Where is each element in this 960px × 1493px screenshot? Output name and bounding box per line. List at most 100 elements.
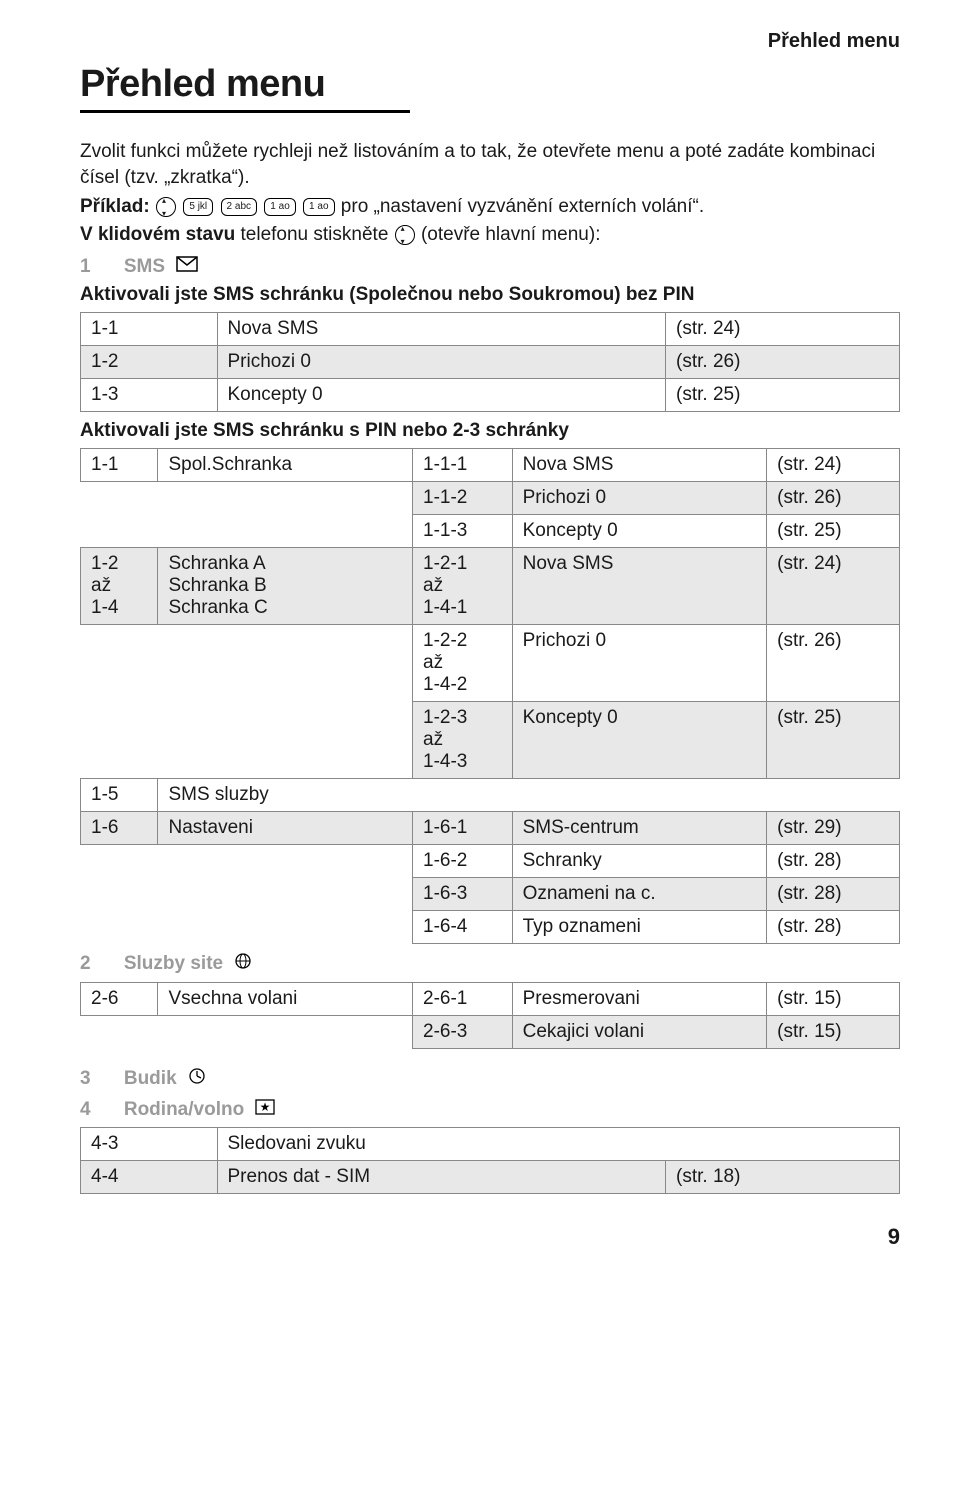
cell: Koncepty 0 — [512, 702, 767, 779]
section-4-head: 4 Rodina/volno ★ — [80, 1099, 900, 1121]
key-1a: 1 ao — [264, 198, 295, 216]
cell: Schranky — [512, 845, 767, 878]
cell: (str. 26) — [666, 346, 900, 379]
cell — [158, 1016, 413, 1049]
cell: 1-2-2 až 1-4-2 — [413, 625, 513, 702]
cell: 1-2 až 1-4 — [81, 548, 158, 625]
table-row: 1-1-3 Koncepty 0 (str. 25) — [81, 515, 900, 548]
cell: 1-6 — [81, 812, 158, 845]
cell — [81, 878, 158, 911]
table-row: 2-6-3 Cekajici volani (str. 15) — [81, 1016, 900, 1049]
sec3-num: 3 — [80, 1068, 91, 1089]
cell: 2-6-1 — [413, 983, 513, 1016]
cell — [81, 702, 158, 779]
cell: 1-1-2 — [413, 482, 513, 515]
table-4: 4-3 Sledovani zvuku 4-4 Prenos dat - SIM… — [80, 1127, 900, 1194]
instr-bold: V klidovém stavu — [80, 224, 235, 245]
table-row: 1-6-4 Typ oznameni (str. 28) — [81, 911, 900, 944]
cell — [81, 625, 158, 702]
section-1-head: 1 SMS — [80, 256, 900, 278]
sec1-num: 1 — [80, 256, 91, 277]
cell: (str. 29) — [767, 812, 900, 845]
cell: Schranka A Schranka B Schranka C — [158, 548, 413, 625]
cell — [158, 625, 413, 702]
cell — [158, 515, 413, 548]
table-3: 2-6 Vsechna volani 2-6-1 Presmerovani (s… — [80, 982, 900, 1049]
cell: SMS sluzby — [158, 779, 900, 812]
cell: 1-6-1 — [413, 812, 513, 845]
subhead-2: Aktivovali jste SMS schránku s PIN nebo … — [80, 420, 900, 442]
cell: (str. 28) — [767, 845, 900, 878]
cell: Spol.Schranka — [158, 449, 413, 482]
subhead-1: Aktivovali jste SMS schránku (Společnou … — [80, 284, 900, 306]
cell: Koncepty 0 — [512, 515, 767, 548]
table-1: 1-1 Nova SMS (str. 24) 1-2 Prichozi 0 (s… — [80, 312, 900, 412]
cell — [81, 1016, 158, 1049]
cell: 1-6-3 — [413, 878, 513, 911]
cell: 1-3 — [81, 379, 218, 412]
section-3-head: 3 Budik — [80, 1067, 900, 1091]
table-row: 1-2 až 1-4 Schranka A Schranka B Schrank… — [81, 548, 900, 625]
example-tail: pro „nastavení vyzvánění externích volán… — [341, 196, 704, 217]
table-row: 1-6 Nastaveni 1-6-1 SMS-centrum (str. 29… — [81, 812, 900, 845]
table-row: 1-1-2 Prichozi 0 (str. 26) — [81, 482, 900, 515]
table-row: 1-3 Koncepty 0 (str. 25) — [81, 379, 900, 412]
sec1-name: SMS — [124, 256, 165, 277]
example-label: Příklad: — [80, 196, 150, 217]
table-row: 1-6-3 Oznameni na c. (str. 28) — [81, 878, 900, 911]
cell: (str. 15) — [767, 983, 900, 1016]
table-row: 1-6-2 Schranky (str. 28) — [81, 845, 900, 878]
cell: Koncepty 0 — [217, 379, 666, 412]
table-row: 1-1 Spol.Schranka 1-1-1 Nova SMS (str. 2… — [81, 449, 900, 482]
cell: (str. 25) — [666, 379, 900, 412]
table-row: 1-1 Nova SMS (str. 24) — [81, 313, 900, 346]
instr-p2: telefonu stiskněte — [235, 224, 393, 245]
sec3-name: Budik — [124, 1068, 177, 1089]
cell — [81, 515, 158, 548]
cell: Nova SMS — [217, 313, 666, 346]
cell: 2-6-3 — [413, 1016, 513, 1049]
cell: (str. 18) — [666, 1161, 900, 1194]
table-row: 1-2-3 až 1-4-3 Koncepty 0 (str. 25) — [81, 702, 900, 779]
cell: SMS-centrum — [512, 812, 767, 845]
cell: 1-2 — [81, 346, 218, 379]
cell: Oznameni na c. — [512, 878, 767, 911]
cell: 1-6-4 — [413, 911, 513, 944]
cell: (str. 28) — [767, 911, 900, 944]
cell: (str. 26) — [767, 625, 900, 702]
sec4-name: Rodina/volno — [124, 1099, 244, 1120]
title-divider — [80, 110, 410, 113]
star-icon: ★ — [255, 1099, 275, 1121]
cell: Nastaveni — [158, 812, 413, 845]
cell: 1-6-2 — [413, 845, 513, 878]
cell: 1-5 — [81, 779, 158, 812]
globe-icon — [234, 952, 252, 976]
cell: (str. 24) — [767, 449, 900, 482]
key-1b: 1 ao — [303, 198, 334, 216]
table-row: 2-6 Vsechna volani 2-6-1 Presmerovani (s… — [81, 983, 900, 1016]
cell: (str. 25) — [767, 515, 900, 548]
sec4-num: 4 — [80, 1099, 91, 1120]
cell: Sledovani zvuku — [217, 1128, 900, 1161]
cell: 1-2-3 až 1-4-3 — [413, 702, 513, 779]
instruction-line: V klidovém stavu telefonu stiskněte (ote… — [80, 224, 900, 246]
cell: Nova SMS — [512, 548, 767, 625]
cell: 1-1-3 — [413, 515, 513, 548]
cell: (str. 26) — [767, 482, 900, 515]
cell: Presmerovani — [512, 983, 767, 1016]
example-line: Příklad: 5 jkl 2 abc 1 ao 1 ao pro „nast… — [80, 196, 900, 218]
cell: 1-1 — [81, 313, 218, 346]
cell: Vsechna volani — [158, 983, 413, 1016]
cell: (str. 28) — [767, 878, 900, 911]
key-5: 5 jkl — [183, 198, 213, 216]
cell — [158, 878, 413, 911]
cell: Cekajici volani — [512, 1016, 767, 1049]
sec2-num: 2 — [80, 953, 91, 974]
cell: 1-1-1 — [413, 449, 513, 482]
cell: 1-1 — [81, 449, 158, 482]
cell — [81, 845, 158, 878]
table-row: 4-3 Sledovani zvuku — [81, 1128, 900, 1161]
intro-text: Zvolit funkci můžete rychleji než listov… — [80, 139, 900, 190]
cell: (str. 25) — [767, 702, 900, 779]
cell — [158, 911, 413, 944]
